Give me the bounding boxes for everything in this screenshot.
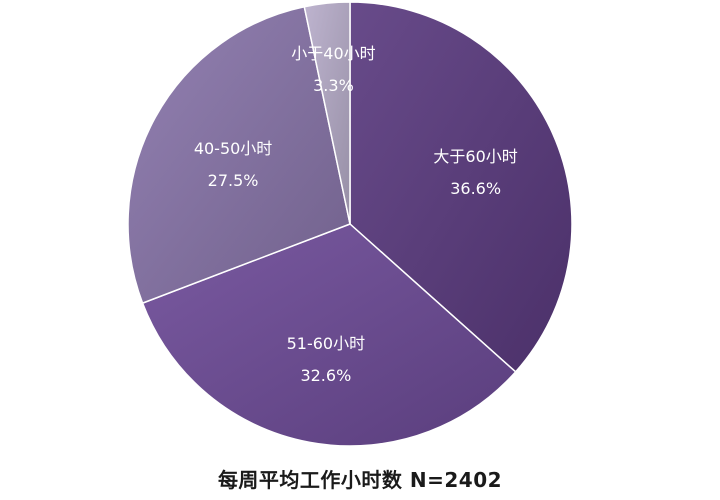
pie-slice [349, 1, 573, 373]
pie-slice [303, 1, 351, 225]
pie-slice [141, 223, 517, 447]
pie-labels: 大于60小时 36.6% 51-60小时 32.6% 40-50小时 27.5% 小于40小… [194, 44, 518, 385]
chart-title: 每周平均工作小时数 N=2402 [217, 468, 503, 492]
pie-chart: 大于60小时 36.6% 51-60小时 32.6% 40-50小时 27.5% 小于40小… [127, 1, 573, 447]
slice-value-label: 36.6% [450, 179, 501, 198]
slice-category-label: 大于60小时 [433, 147, 517, 166]
slice-category-label: 小于40小时 [291, 44, 375, 63]
slice-value-label: 3.3% [313, 76, 354, 95]
slice-value-label: 32.6% [300, 366, 351, 385]
slice-category-label: 40-50小时 [194, 139, 273, 158]
pie-slices [127, 1, 573, 447]
slice-category-label: 51-60小时 [287, 334, 366, 353]
slice-value-label: 27.5% [208, 171, 259, 190]
pie-slice [127, 5, 351, 305]
